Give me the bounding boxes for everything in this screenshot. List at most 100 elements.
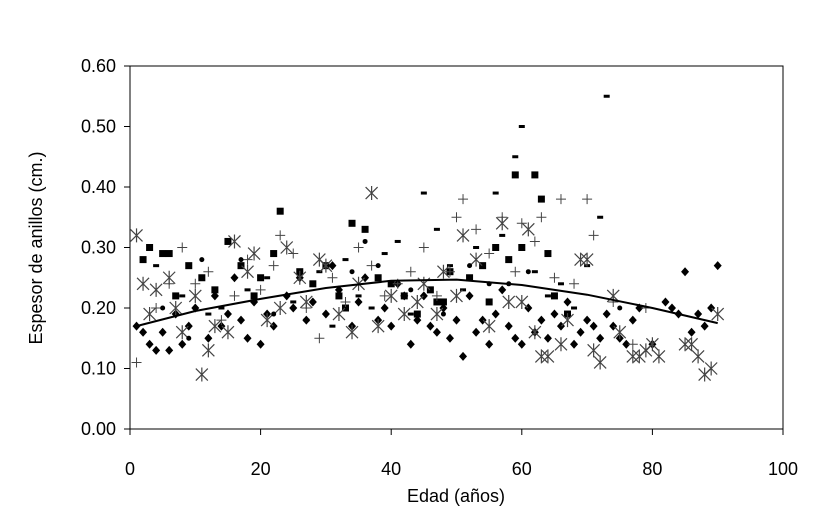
- asterisk-point: [201, 343, 215, 358]
- dash-point: [544, 294, 551, 298]
- plot-frame: [129, 65, 784, 430]
- plus-point: [451, 212, 462, 223]
- plus-point: [569, 278, 580, 289]
- square-point: [505, 256, 513, 264]
- diamond-point: [661, 297, 670, 307]
- square-point: [544, 250, 552, 258]
- square-point: [165, 250, 173, 258]
- asterisk-point: [469, 252, 483, 267]
- asterisk-point: [521, 222, 535, 237]
- y-tick-label: 0.10: [81, 359, 116, 379]
- square-point: [185, 262, 193, 270]
- plus-point: [131, 357, 142, 368]
- square-point: [492, 244, 500, 251]
- diamond-point: [452, 315, 461, 325]
- square-point: [257, 274, 265, 282]
- dot-point: [160, 305, 166, 311]
- asterisk-point: [228, 234, 241, 249]
- asterisk-point: [149, 282, 163, 297]
- dash-point: [597, 215, 604, 219]
- plus-point: [549, 272, 560, 283]
- square-point: [479, 262, 487, 270]
- square-point: [335, 292, 343, 300]
- asterisk-point: [397, 307, 411, 322]
- asterisk-point: [130, 228, 143, 243]
- diamond-point: [596, 333, 605, 343]
- plus-point: [555, 194, 566, 205]
- dash-point: [407, 312, 414, 316]
- diamond-point: [459, 351, 468, 361]
- diamond-point: [687, 327, 696, 337]
- diamond-point: [210, 291, 219, 301]
- asterisk-point: [437, 264, 450, 279]
- dash-point: [153, 264, 160, 268]
- diamond-point: [628, 315, 637, 325]
- plus-point: [536, 212, 547, 223]
- asterisk-point: [482, 319, 496, 334]
- diamond-point: [694, 309, 703, 319]
- diamond-point: [550, 309, 559, 319]
- asterisk-point: [561, 313, 574, 328]
- square-point: [309, 280, 317, 288]
- asterisk-point: [515, 294, 529, 309]
- diamond-point: [445, 333, 454, 343]
- diamond-point: [589, 321, 598, 331]
- trend-line: [136, 278, 718, 328]
- asterisk-point: [319, 258, 333, 273]
- diamond-point: [602, 309, 611, 319]
- square-point: [537, 195, 545, 203]
- square-point: [361, 225, 369, 233]
- plus-point: [203, 266, 214, 277]
- plus-point: [431, 290, 442, 301]
- asterisk-point: [162, 270, 176, 285]
- asterisk-point: [430, 307, 444, 322]
- diamond-point: [700, 321, 709, 331]
- plus-point: [582, 194, 593, 205]
- y-tick-label: 0.50: [81, 117, 116, 137]
- diamond-point: [622, 339, 631, 349]
- diamond-point: [406, 339, 415, 349]
- plus-point: [510, 266, 521, 277]
- dash-point: [218, 306, 225, 310]
- square-point: [237, 262, 245, 270]
- square-point: [276, 207, 284, 215]
- square-point: [224, 237, 232, 245]
- asterisk-point: [495, 216, 509, 231]
- y-tick-label: 0.20: [81, 298, 116, 318]
- asterisk-point: [450, 288, 463, 303]
- plot-area: [129, 65, 784, 430]
- square-point: [466, 274, 474, 282]
- data-points: [130, 94, 725, 382]
- plus-point: [353, 242, 364, 253]
- plus-point: [444, 266, 455, 277]
- diamond-point: [354, 297, 363, 307]
- y-tick-label: 0.40: [81, 177, 116, 197]
- square-point: [400, 292, 408, 300]
- square-point: [433, 298, 441, 306]
- dash-point: [355, 294, 362, 298]
- dot-point: [375, 263, 381, 269]
- diamond-point: [537, 315, 546, 325]
- diamond-point: [498, 285, 507, 295]
- asterisk-point: [195, 367, 209, 382]
- asterisk-point: [613, 325, 627, 340]
- dash-point: [381, 252, 388, 256]
- diamond-point: [472, 327, 481, 337]
- dot-point: [310, 299, 316, 305]
- diamond-point: [289, 303, 298, 313]
- square-point: [413, 310, 421, 318]
- dash-point: [244, 288, 251, 292]
- diamond-point: [178, 339, 187, 349]
- x-tick-label: 20: [251, 459, 271, 479]
- dot-point: [578, 329, 584, 335]
- asterisk-point: [188, 288, 202, 303]
- dash-point: [518, 125, 525, 128]
- square-point: [518, 244, 526, 251]
- dot-point: [271, 311, 277, 317]
- dash-point: [492, 191, 499, 195]
- diamond-point: [517, 339, 526, 349]
- diamond-point: [387, 321, 396, 331]
- plus-point: [471, 224, 482, 235]
- plus-point: [190, 278, 201, 289]
- diamond-point: [681, 267, 690, 277]
